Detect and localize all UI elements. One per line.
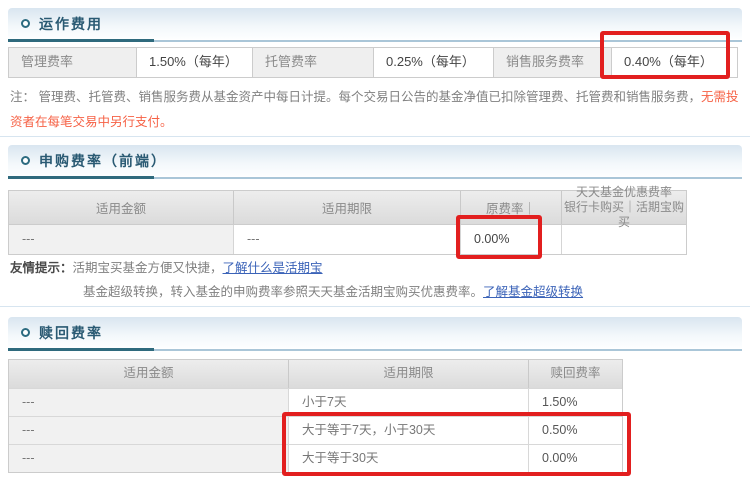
discount-header-line1: 天天基金优惠费率 <box>575 185 672 199</box>
section-bullet-icon <box>21 19 30 28</box>
note-text: 管理费、托管费、销售服务费从基金资产中每日计提。每个交易日公告的基金净值已扣除管… <box>35 90 701 104</box>
cell-amount: --- <box>9 389 289 416</box>
tip-line-1: 友情提示：活期宝买基金方便又快捷，了解什么是活期宝 <box>10 256 740 280</box>
cell-amount: --- <box>9 445 289 472</box>
operating-fee-table: 管理费率 1.50%（每年） 托管费率 0.25%（每年） 销售服务费率 0.4… <box>8 47 738 78</box>
section-operating-fees-header: 运作费用 <box>8 8 742 39</box>
section-bullet-icon <box>21 328 30 337</box>
section-underline-light <box>154 40 742 42</box>
col-header-redemption-rate: 赎回费率 <box>550 366 601 380</box>
section-underline-dark <box>8 176 154 179</box>
purchase-table-row: --- --- 0.00% <box>9 224 686 254</box>
section-title: 运作费用 <box>39 15 103 32</box>
huoqibao-info-link[interactable]: 了解什么是活期宝 <box>222 261 323 275</box>
section-underline-light <box>154 349 742 351</box>
tip2-text: 基金超级转换，转入基金的申购费率参照天天基金活期宝购买优惠费率。 <box>83 285 484 299</box>
cell-rate: 1.50% <box>542 395 578 409</box>
cell-period: 小于7天 <box>289 389 529 416</box>
col-header-amount: 适用金额 <box>9 191 234 224</box>
section-underline-dark <box>8 39 154 42</box>
section-divider <box>0 136 750 137</box>
note-label: 注： <box>10 90 36 104</box>
cell-rate: 0.50% <box>542 423 578 437</box>
cell-period: 大于等于7天，小于30天 <box>289 417 529 444</box>
redemption-table-row: --- 大于等于7天，小于30天 0.50% <box>9 416 622 444</box>
cell-period: --- <box>234 225 461 254</box>
section-divider <box>0 306 750 307</box>
redemption-table-header-row: 适用金额 适用期限 赎回费率 <box>9 360 622 388</box>
management-fee-label: 管理费率 <box>9 48 137 77</box>
cell-amount: --- <box>9 225 234 254</box>
custody-fee-value: 0.25%（每年） <box>374 48 494 77</box>
cell-period: 大于等于30天 <box>289 445 529 472</box>
section-purchase-rate-header: 申购费率（前端） <box>8 145 742 176</box>
purchase-rate-table: 适用金额 适用期限 原费率｜ 天天基金优惠费率 银行卡购买｜活期宝购买 --- … <box>8 185 687 255</box>
redemption-table-row: --- 大于等于30天 0.00% <box>9 444 622 472</box>
col-header-period: 适用期限 <box>234 191 461 224</box>
col-header-original-rate: 原费率｜ <box>461 191 562 224</box>
col-header-amount: 适用金额 <box>9 360 289 388</box>
section-underline-light <box>154 177 742 179</box>
management-fee-value: 1.50%（每年） <box>137 48 253 77</box>
cell-discount-rate <box>562 225 686 254</box>
tip-line-2: 基金超级转换，转入基金的申购费率参照天天基金活期宝购买优惠费率。了解基金超级转换 <box>10 280 740 304</box>
super-conversion-link[interactable]: 了解基金超级转换 <box>483 285 584 299</box>
col-header-period: 适用期限 <box>289 360 529 388</box>
section-redemption-rate-header: 赎回费率 <box>8 317 742 348</box>
section-title: 申购费率（前端） <box>39 152 167 169</box>
discount-header-line2: 银行卡购买｜活期宝购买 <box>563 200 684 229</box>
col-header-discount-rate: 天天基金优惠费率 银行卡购买｜活期宝购买 <box>562 185 686 229</box>
tip-label: 友情提示： <box>10 261 73 275</box>
redemption-table-row: --- 小于7天 1.50% <box>9 388 622 416</box>
tip1-text: 活期宝买基金方便又快捷， <box>72 261 223 275</box>
cell-original-rate: 0.00% <box>461 225 562 254</box>
cell-rate: 0.00% <box>542 451 578 465</box>
cell-amount: --- <box>9 417 289 444</box>
friendly-tips: 友情提示：活期宝买基金方便又快捷，了解什么是活期宝 基金超级转换，转入基金的申购… <box>10 256 740 304</box>
section-underline-dark <box>8 348 154 351</box>
operating-fee-note: 注： 管理费、托管费、销售服务费从基金资产中每日计提。每个交易日公告的基金净值已… <box>10 85 743 135</box>
custody-fee-label: 托管费率 <box>253 48 374 77</box>
section-bullet-icon <box>21 156 30 165</box>
purchase-table-header-row: 适用金额 适用期限 原费率｜ 天天基金优惠费率 银行卡购买｜活期宝购买 <box>9 185 686 229</box>
note-red-text: 无需投资者在每笔交易中另行支付。 <box>10 90 739 129</box>
sales-service-fee-value: 0.40%（每年） <box>612 48 737 77</box>
section-title: 赎回费率 <box>39 324 103 341</box>
sales-service-fee-label: 销售服务费率 <box>494 48 612 77</box>
redemption-rate-table: 适用金额 适用期限 赎回费率 --- 小于7天 1.50% --- 大于等于7天… <box>8 359 623 473</box>
